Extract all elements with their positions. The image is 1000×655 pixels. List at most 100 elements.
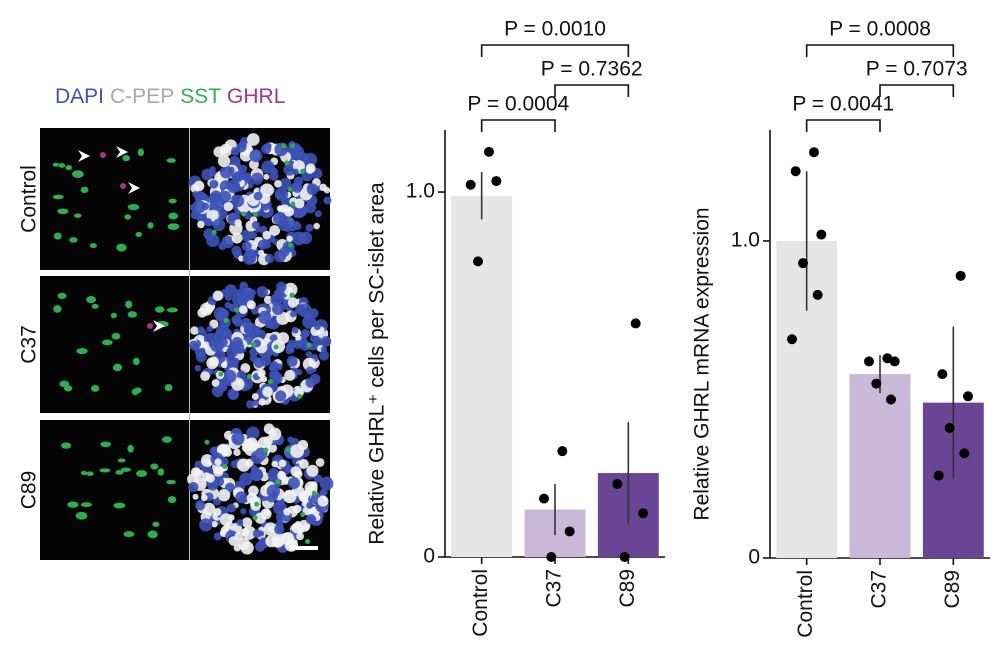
arrowhead <box>116 146 128 158</box>
cell <box>283 223 292 233</box>
ghrl-cell <box>100 152 106 158</box>
significance-bracket <box>879 84 955 97</box>
cell <box>273 250 287 263</box>
x-tick-label: C37 <box>543 569 566 608</box>
cell <box>241 211 247 217</box>
cell <box>312 336 322 346</box>
cell <box>250 342 256 348</box>
cell <box>227 166 235 174</box>
data-point <box>612 479 623 490</box>
cell <box>76 347 88 355</box>
cell <box>240 363 251 374</box>
significance-bracket <box>480 44 630 57</box>
cell <box>258 530 265 537</box>
cell <box>281 143 287 149</box>
cell <box>245 248 257 260</box>
cell <box>293 220 300 228</box>
cell <box>192 190 199 198</box>
cell <box>241 517 253 528</box>
data-point <box>812 289 823 300</box>
cell <box>110 312 117 319</box>
cell <box>262 386 273 398</box>
cell <box>136 470 148 477</box>
cell <box>59 380 70 388</box>
cell <box>113 502 126 509</box>
cell <box>261 143 272 154</box>
cell <box>305 224 314 232</box>
cell <box>323 196 332 205</box>
cell <box>305 165 314 174</box>
cell <box>246 373 252 379</box>
cell <box>231 432 245 446</box>
cell <box>57 292 67 299</box>
cell <box>202 472 211 481</box>
data-point <box>963 391 973 402</box>
cell <box>244 437 259 451</box>
cell <box>195 351 207 363</box>
cell <box>286 235 293 242</box>
cell <box>258 249 265 256</box>
cell <box>251 393 259 401</box>
cell <box>274 142 289 157</box>
y-axis-label: Relative GHRL⁺ cells per SC-islet area <box>366 182 389 545</box>
cell <box>277 332 290 344</box>
cell <box>231 232 243 244</box>
x-tick-label: Control <box>469 569 492 637</box>
cell <box>287 297 299 308</box>
cell <box>112 363 123 372</box>
bar <box>849 374 911 558</box>
y-axis-label: Relative GHRL mRNA expression <box>691 207 714 520</box>
data-point <box>557 446 568 457</box>
islet-image <box>189 281 332 409</box>
cell <box>218 371 224 377</box>
cell <box>305 538 311 544</box>
sst-image <box>52 148 180 252</box>
cell <box>123 531 135 538</box>
cell <box>127 311 138 318</box>
cell <box>127 204 140 211</box>
cell <box>283 206 295 217</box>
cell <box>272 302 285 316</box>
cell <box>244 212 252 220</box>
data-point <box>465 179 476 190</box>
cell <box>260 375 268 383</box>
data-point <box>619 552 630 562</box>
cell <box>209 179 219 189</box>
cell <box>224 482 235 493</box>
cell <box>222 463 228 469</box>
cell <box>231 245 242 256</box>
cell <box>192 493 199 500</box>
cell <box>300 336 308 345</box>
data-point <box>871 378 882 389</box>
cell <box>223 447 233 457</box>
cell <box>86 471 94 477</box>
cell <box>241 241 252 252</box>
cell <box>57 208 69 215</box>
cell <box>237 458 251 472</box>
cell <box>226 503 236 513</box>
cell <box>287 186 293 192</box>
cell <box>270 167 278 175</box>
cell <box>168 212 179 220</box>
cell <box>278 459 287 468</box>
cell <box>299 231 313 245</box>
cell <box>233 318 243 327</box>
ghrl-cell <box>147 323 153 329</box>
cell <box>263 173 270 180</box>
cell <box>317 495 329 507</box>
y-tick-label: 1.0 <box>406 180 435 203</box>
cell <box>200 371 211 382</box>
cell <box>306 183 319 196</box>
data-point <box>546 552 557 562</box>
cell <box>215 312 225 322</box>
cell <box>217 154 231 168</box>
ghrl-cell <box>120 183 126 189</box>
cell <box>166 307 178 313</box>
cell <box>298 459 309 469</box>
cell <box>285 447 291 453</box>
x-tick-label: C89 <box>941 570 964 609</box>
cell <box>319 476 334 491</box>
cell <box>266 484 280 498</box>
cell <box>124 214 132 220</box>
cell <box>150 463 159 470</box>
